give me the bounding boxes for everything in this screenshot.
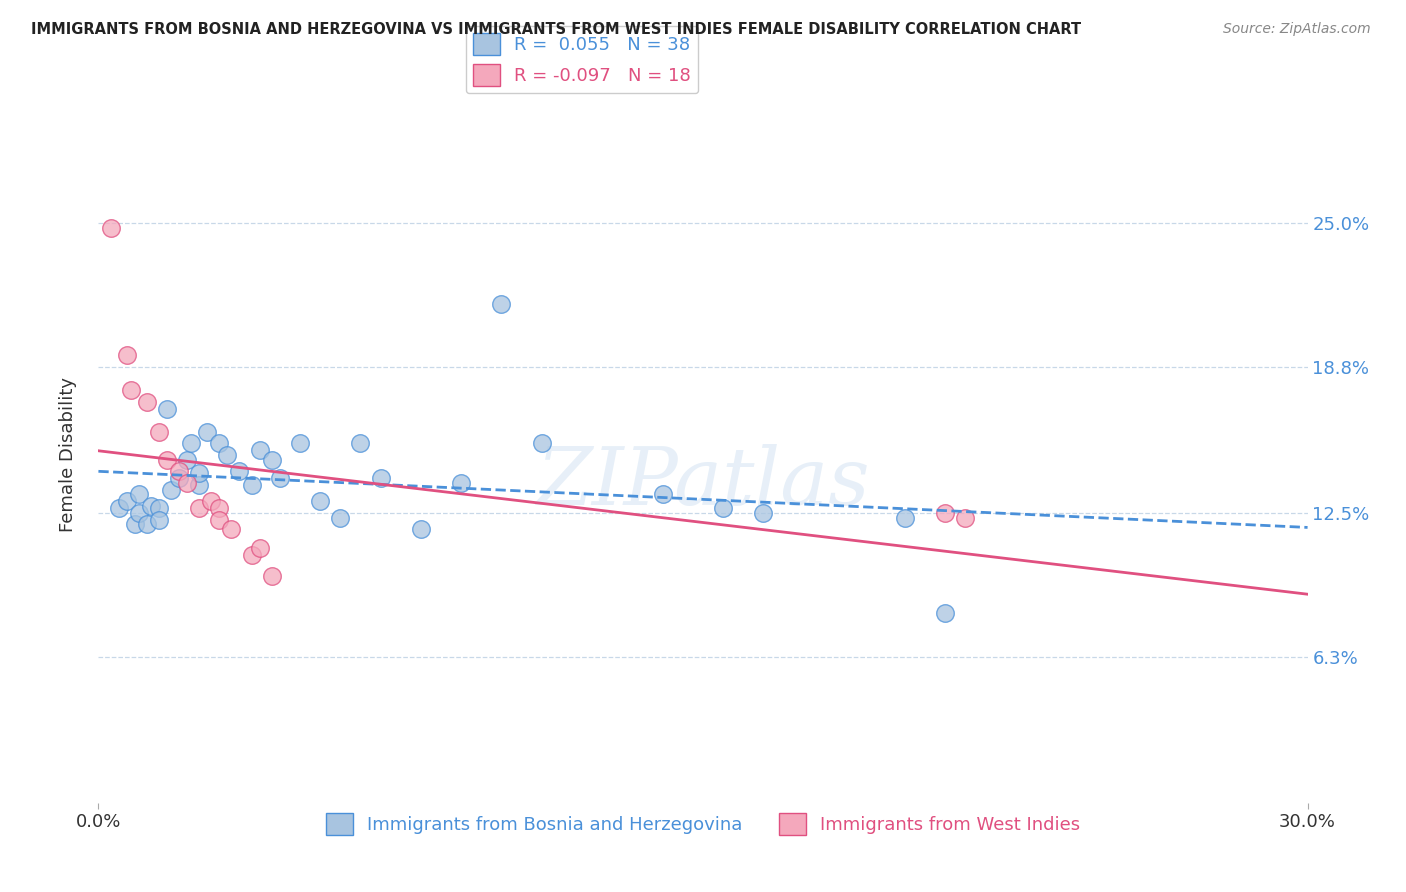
Point (208, 436, 231, 450)
Text: Source: ZipAtlas.com: Source: ZipAtlas.com (1223, 22, 1371, 37)
Point (893, 510, 915, 524)
Point (249, 443, 271, 458)
Point (450, 475, 472, 490)
Point (260, 452, 283, 467)
Point (651, 487, 673, 501)
Point (370, 471, 392, 485)
Point (269, 471, 291, 485)
Point (221, 522, 243, 536)
Point (139, 499, 162, 513)
Point (128, 506, 150, 520)
Legend: Immigrants from Bosnia and Herzegovina, Immigrants from West Indies: Immigrants from Bosnia and Herzegovina, … (318, 806, 1088, 842)
Point (217, 448, 239, 462)
Text: ZIPatlas: ZIPatlas (536, 444, 870, 522)
Point (107, 501, 129, 516)
Y-axis label: Female Disability: Female Disability (59, 377, 77, 533)
Point (953, 510, 976, 524)
Point (188, 467, 211, 481)
Point (491, 297, 513, 311)
Point (135, 394, 157, 409)
Point (934, 506, 956, 520)
Point (115, 494, 138, 508)
Point (148, 425, 170, 439)
Point (208, 513, 231, 527)
Point (120, 383, 142, 397)
Point (167, 471, 190, 485)
Point (208, 501, 231, 516)
Point (240, 548, 263, 562)
Point (711, 501, 734, 516)
Point (409, 522, 432, 536)
Point (228, 464, 250, 478)
Point (148, 513, 170, 527)
Point (160, 483, 183, 497)
Point (100, 220, 122, 235)
Point (167, 464, 190, 478)
Point (180, 436, 202, 450)
Point (240, 478, 263, 492)
Point (200, 494, 222, 508)
Point (176, 452, 198, 467)
Point (115, 348, 138, 362)
Point (934, 606, 956, 620)
Point (288, 436, 311, 450)
Point (188, 501, 211, 516)
Point (156, 452, 179, 467)
Point (148, 501, 170, 516)
Point (530, 436, 553, 450)
Point (752, 506, 775, 520)
Point (188, 478, 211, 492)
Point (176, 475, 198, 490)
Point (128, 487, 150, 501)
Point (329, 510, 352, 524)
Point (260, 568, 283, 582)
Point (195, 425, 218, 439)
Point (249, 541, 271, 555)
Point (124, 517, 146, 532)
Point (156, 401, 179, 416)
Point (349, 436, 371, 450)
Point (309, 494, 332, 508)
Point (135, 517, 157, 532)
Text: IMMIGRANTS FROM BOSNIA AND HERZEGOVINA VS IMMIGRANTS FROM WEST INDIES FEMALE DIS: IMMIGRANTS FROM BOSNIA AND HERZEGOVINA V… (31, 22, 1081, 37)
